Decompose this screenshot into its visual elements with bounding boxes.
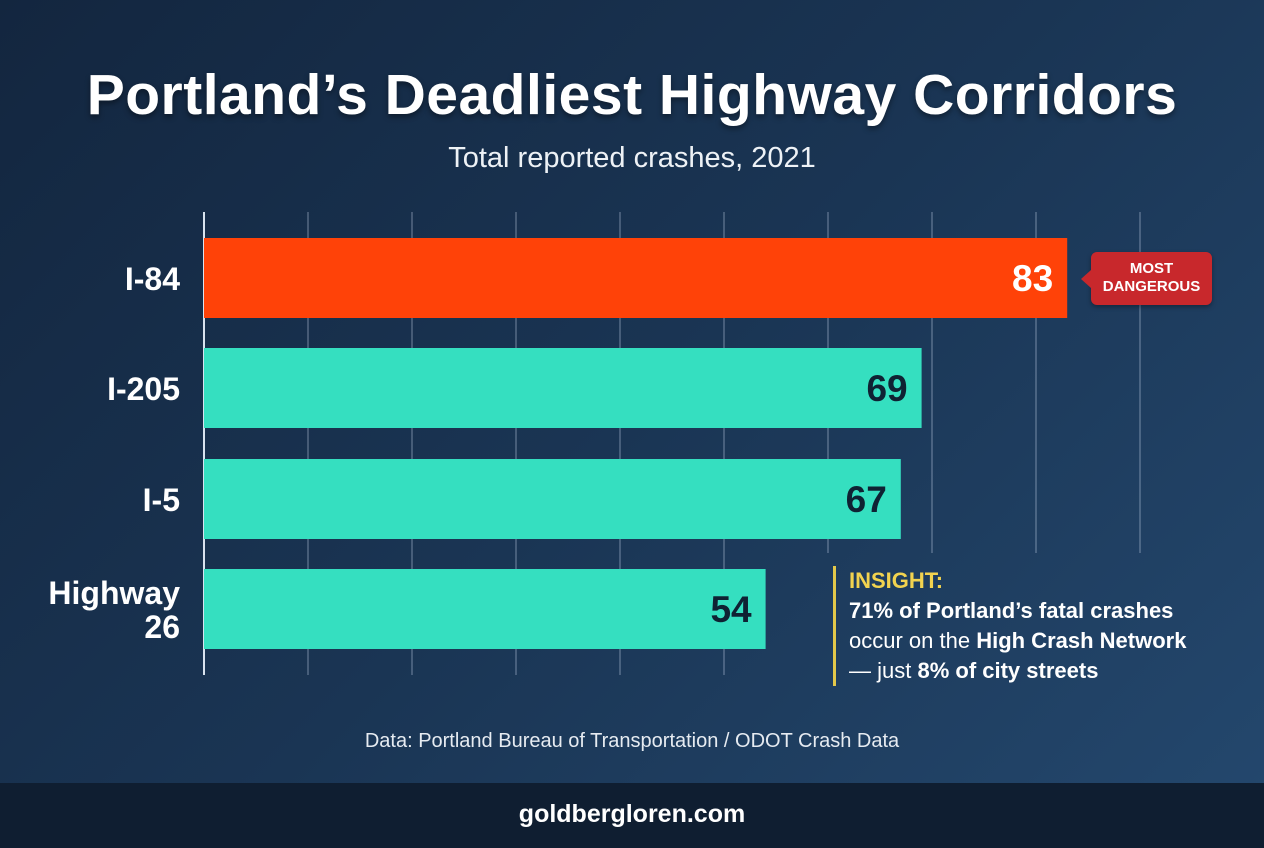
- bar: [204, 569, 766, 649]
- most-dangerous-badge: MOST DANGEROUS: [1081, 252, 1212, 305]
- category-label: Highway 26: [48, 575, 180, 645]
- insight-line2-bold: High Crash Network: [976, 628, 1187, 653]
- bar-value-label: 67: [846, 479, 887, 520]
- insight-line1: 71% of Portland’s fatal crashes: [849, 598, 1174, 623]
- bar: [204, 238, 1068, 318]
- category-label: I-84: [124, 261, 180, 297]
- chart-subtitle: Total reported crashes, 2021: [448, 142, 816, 174]
- bar: [204, 348, 922, 428]
- chart-title: Portland’s Deadliest Highway Corridors: [86, 63, 1178, 127]
- badge-line1: MOST: [1129, 260, 1174, 277]
- category-label: I-205: [107, 371, 180, 407]
- bar-value-label: 69: [866, 368, 907, 409]
- badge-line2: DANGEROUS: [1102, 278, 1201, 295]
- bar: [204, 459, 901, 539]
- source-note: Data: Portland Bureau of Transportation …: [364, 730, 900, 752]
- category-label: I-5: [142, 482, 180, 518]
- bar-value-label: 54: [710, 589, 752, 630]
- insight-line3-bold: 8% of city streets: [917, 658, 1099, 683]
- insight-callout: INSIGHT: 71% of Portland’s fatal crashes…: [833, 566, 1186, 686]
- insight-heading: INSIGHT:: [849, 568, 944, 593]
- footer-site: goldbergloren.com: [0, 783, 1264, 848]
- insight-line3-text: — just: [849, 658, 918, 683]
- insight-line2-text: occur on the: [849, 628, 977, 653]
- bar-value-label: 83: [1012, 258, 1053, 299]
